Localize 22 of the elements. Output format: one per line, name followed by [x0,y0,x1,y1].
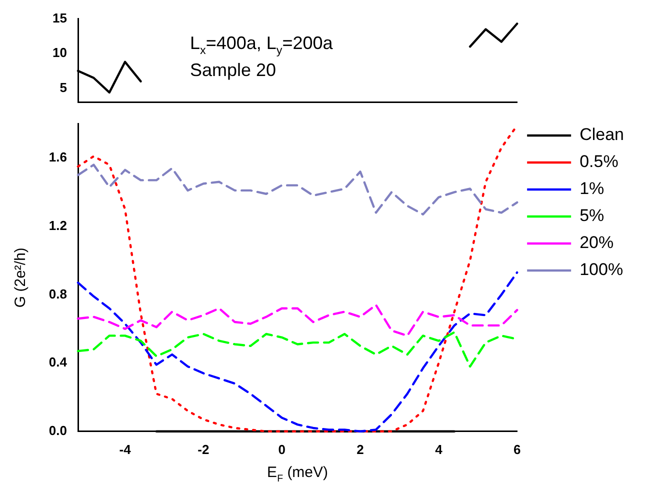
y-tick-label: 0.4 [48,354,68,370]
y-axis-title: G (2e²/h) [12,248,30,308]
legend-label: 100% [580,260,624,280]
x-tick-label: 6 [513,442,521,457]
legend-label: 20% [580,233,614,252]
y-tick-label: 15 [52,10,67,26]
x-tick-label: 0 [278,442,286,457]
legend-label: 1% [580,179,604,198]
y-tick-label: 10 [52,45,67,60]
legend-label: Clean [580,125,624,144]
annotation: Sample 20 [190,60,276,80]
x-tick-label: 4 [435,442,444,457]
legend-label: 0.5% [580,152,618,172]
x-tick-label: -2 [198,442,210,457]
x-tick-label: -4 [119,442,132,457]
y-tick-label: 0.8 [48,286,67,302]
legend-label: 5% [580,206,604,226]
y-tick-label: 1.6 [48,150,67,165]
y-tick-label: 1.2 [48,218,67,233]
x-tick-label: 2 [356,442,364,457]
y-tick-label: 5 [60,80,67,95]
y-tick-label: 0.0 [48,422,67,438]
